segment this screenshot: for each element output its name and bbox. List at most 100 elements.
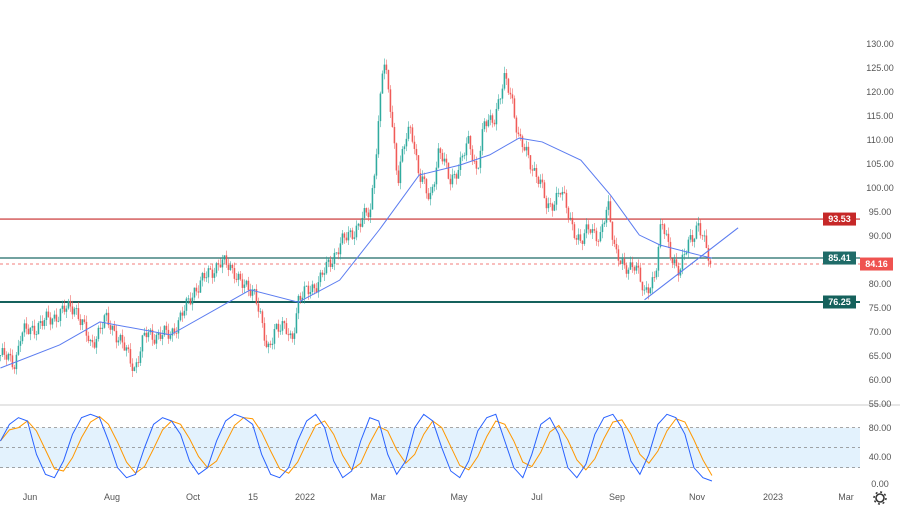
price-badges: 93.53 85.41 84.16 76.25 (823, 212, 893, 309)
candle-body (367, 212, 370, 218)
candle-body (209, 268, 212, 270)
candle-body (409, 126, 412, 128)
candle-body (7, 353, 10, 360)
candle-body (11, 355, 14, 368)
candle-body (635, 265, 638, 271)
candle-body (569, 217, 572, 219)
candle-body (39, 321, 42, 324)
candle-body (669, 241, 672, 259)
candle-body (91, 339, 94, 343)
candle-body (297, 295, 300, 314)
oscillator-tick-label: 80.00 (869, 423, 892, 433)
candle-body (127, 347, 130, 350)
candle-body (151, 329, 154, 340)
candle-body (195, 287, 198, 292)
candle-body (521, 136, 524, 148)
candle-body (303, 286, 306, 298)
candle-body (9, 353, 12, 356)
candle-body (647, 287, 650, 294)
candle-body (293, 333, 296, 339)
candle-body (503, 73, 506, 89)
candle-body (573, 224, 576, 239)
candle-body (95, 338, 98, 348)
candle-body (255, 289, 258, 304)
moving-average-line (0, 137, 713, 369)
candle-body (263, 323, 266, 341)
candle-body (53, 314, 56, 319)
candle-body (139, 351, 142, 363)
candle-body (353, 237, 356, 239)
candle-body (245, 280, 248, 285)
candle-body (587, 224, 590, 230)
time-axis[interactable]: Jun Aug Oct 15 2022 Mar May Jul Sep Nov 2023 Mar (23, 492, 854, 502)
time-tick-label: 2022 (295, 492, 315, 502)
candle-body (93, 342, 96, 348)
candle-body (201, 273, 204, 281)
candle-body (183, 310, 186, 316)
candle-body (343, 233, 346, 238)
candle-body (45, 311, 48, 320)
candle-body (157, 332, 160, 335)
candle-body (211, 269, 214, 278)
candle-body (213, 273, 216, 278)
candle-body (363, 208, 366, 218)
candle-body (671, 258, 674, 264)
candle-body (453, 174, 456, 175)
candle-body (169, 335, 172, 339)
candle-body (477, 167, 480, 169)
candle-body (617, 249, 620, 261)
candle-body (415, 148, 418, 156)
candle-body (117, 340, 120, 343)
time-tick-label: Jul (531, 492, 543, 502)
candle-body (207, 268, 210, 278)
price-tick-label: 110.00 (867, 135, 894, 145)
candle-body (581, 240, 584, 244)
horizontal-levels (0, 218, 860, 303)
candle-body (371, 188, 374, 210)
candle-body (557, 192, 560, 194)
candle-body (395, 143, 398, 171)
candle-body (489, 115, 492, 120)
candle-body (379, 93, 382, 122)
candle-body (583, 233, 586, 244)
candle-body (435, 167, 438, 185)
candle-body (407, 126, 410, 139)
candle-body (621, 258, 624, 264)
price-axis[interactable]: 130.00 125.00 120.00 115.00 110.00 105.00 100.… (866, 39, 894, 409)
candle-body (571, 217, 574, 225)
candle-body (125, 347, 128, 351)
candle-body (709, 260, 712, 265)
price-tick-label: 125.00 (866, 63, 894, 73)
candle-body (289, 333, 292, 336)
candle-body (269, 343, 272, 345)
price-tick-label: 95.00 (869, 207, 892, 217)
settings-gear-icon[interactable] (873, 491, 887, 505)
candle-body (79, 319, 82, 326)
candle-body (567, 207, 570, 219)
candle-body (501, 88, 504, 99)
candle-body (443, 158, 446, 162)
candle-body (273, 329, 276, 344)
candle-body (469, 136, 472, 150)
candle-body (615, 243, 618, 250)
time-tick-label: Oct (186, 492, 201, 502)
candle-body (655, 270, 658, 278)
candle-body (589, 229, 592, 233)
candle-body (121, 334, 124, 343)
candle-body (309, 291, 312, 295)
candle-body (365, 208, 368, 213)
candle-body (357, 223, 360, 226)
candle-body (619, 260, 622, 264)
candle-body (171, 328, 174, 336)
candle-body (223, 255, 226, 260)
candle-body (539, 179, 542, 184)
candle-body (153, 339, 156, 344)
candle-body (675, 259, 678, 266)
candle-body (547, 203, 550, 209)
candle-body (63, 305, 66, 312)
candle-body (603, 222, 606, 225)
candle-body (663, 224, 666, 235)
candle-body (551, 203, 554, 211)
candle-body (513, 98, 516, 118)
